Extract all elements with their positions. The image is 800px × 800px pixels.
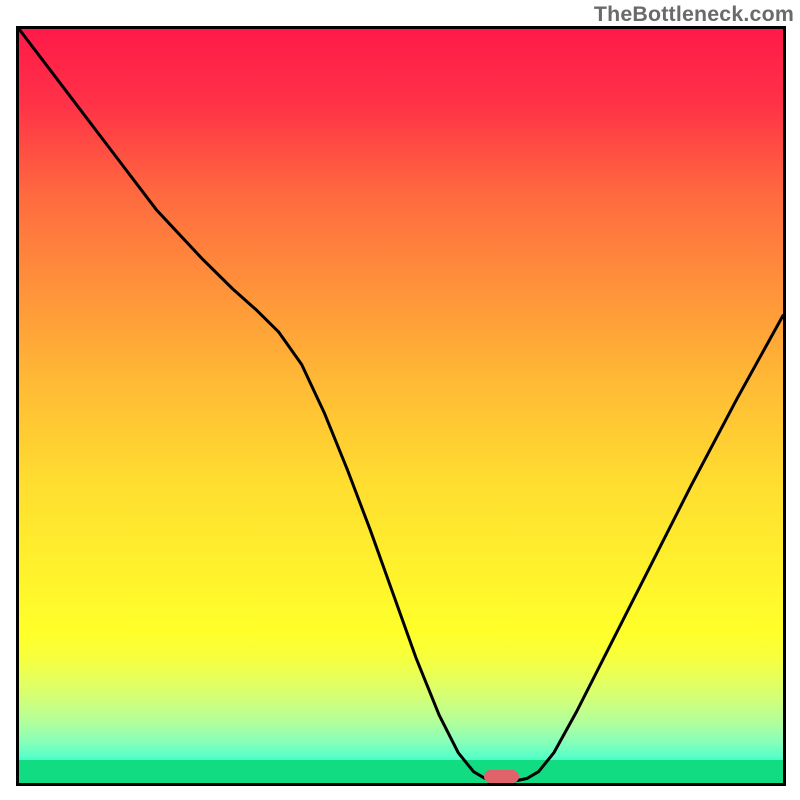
bottleneck-curve: [19, 29, 783, 781]
plot-area: [16, 26, 786, 786]
curve-svg: [19, 29, 783, 783]
chart-frame: TheBottleneck.com: [0, 0, 800, 800]
watermark-text: TheBottleneck.com: [594, 2, 794, 27]
optimum-marker: [484, 770, 519, 783]
